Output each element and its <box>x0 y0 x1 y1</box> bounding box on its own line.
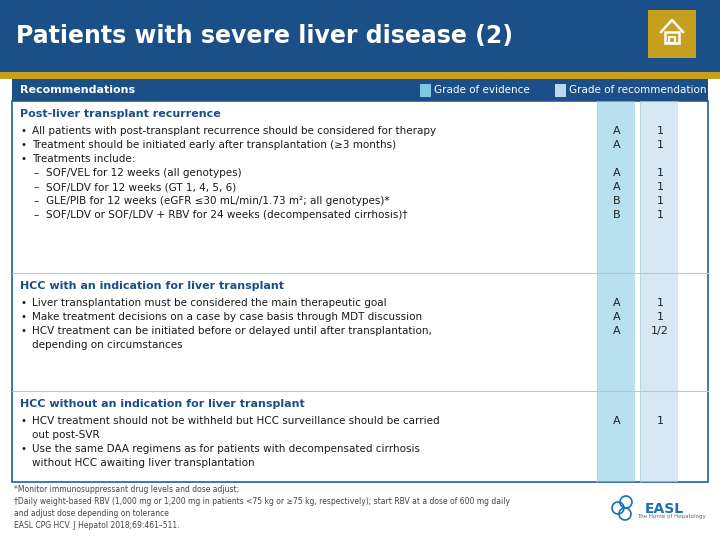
Text: •: • <box>20 416 26 426</box>
FancyBboxPatch shape <box>597 273 635 391</box>
Text: •: • <box>20 444 26 454</box>
FancyBboxPatch shape <box>0 72 720 79</box>
Text: and adjust dose depending on tolerance: and adjust dose depending on tolerance <box>14 509 169 518</box>
Text: 1: 1 <box>657 140 664 150</box>
Text: Treatment should be initiated early after transplantation (≥3 months): Treatment should be initiated early afte… <box>32 140 396 150</box>
Text: •: • <box>20 312 26 322</box>
Text: A: A <box>613 168 621 178</box>
FancyBboxPatch shape <box>640 273 678 391</box>
Text: Grade of evidence: Grade of evidence <box>434 85 530 95</box>
FancyBboxPatch shape <box>640 101 678 273</box>
Text: HCC with an indication for liver transplant: HCC with an indication for liver transpl… <box>20 281 284 291</box>
Text: SOF/LDV for 12 weeks (GT 1, 4, 5, 6): SOF/LDV for 12 weeks (GT 1, 4, 5, 6) <box>46 182 236 192</box>
Text: Post-liver transplant recurrence: Post-liver transplant recurrence <box>20 109 221 119</box>
Text: GLE/PIB for 12 weeks (eGFR ≤30 mL/min/1.73 m²; all genotypes)*: GLE/PIB for 12 weeks (eGFR ≤30 mL/min/1.… <box>46 196 390 206</box>
Text: †Daily weight-based RBV (1,000 mg or 1,200 mg in patients <75 kg or ≥75 kg, resp: †Daily weight-based RBV (1,000 mg or 1,2… <box>14 497 510 506</box>
Text: B: B <box>613 196 621 206</box>
Text: Use the same DAA regimens as for patients with decompensated cirrhosis: Use the same DAA regimens as for patient… <box>32 444 420 454</box>
Text: A: A <box>613 326 621 336</box>
Text: 1: 1 <box>657 298 664 308</box>
Text: B: B <box>613 210 621 220</box>
Text: A: A <box>613 182 621 192</box>
Text: All patients with post-transplant recurrence should be considered for therapy: All patients with post-transplant recurr… <box>32 126 436 136</box>
Text: Recommendations: Recommendations <box>20 85 135 95</box>
FancyBboxPatch shape <box>420 84 431 97</box>
Text: SOF/LDV or SOF/LDV + RBV for 24 weeks (decompensated cirrhosis)†: SOF/LDV or SOF/LDV + RBV for 24 weeks (d… <box>46 210 408 220</box>
Text: 1: 1 <box>657 196 664 206</box>
Text: –: – <box>34 182 40 192</box>
Text: Liver transplantation must be considered the main therapeutic goal: Liver transplantation must be considered… <box>32 298 387 308</box>
FancyBboxPatch shape <box>597 391 635 482</box>
Polygon shape <box>648 10 696 58</box>
FancyBboxPatch shape <box>555 84 566 97</box>
Text: –: – <box>34 168 40 178</box>
Text: *Monitor immunosuppressant drug levels and dose adjust;: *Monitor immunosuppressant drug levels a… <box>14 485 239 494</box>
Text: SOF/VEL for 12 weeks (all genotypes): SOF/VEL for 12 weeks (all genotypes) <box>46 168 242 178</box>
FancyBboxPatch shape <box>12 101 708 482</box>
Text: The Home of Hepatology: The Home of Hepatology <box>637 514 706 519</box>
Text: Make treatment decisions on a case by case basis through MDT discussion: Make treatment decisions on a case by ca… <box>32 312 422 322</box>
FancyBboxPatch shape <box>597 101 635 273</box>
Text: 1: 1 <box>657 210 664 220</box>
Text: 1: 1 <box>657 416 664 426</box>
Text: •: • <box>20 126 26 136</box>
Text: A: A <box>613 298 621 308</box>
Text: 1/2: 1/2 <box>651 326 669 336</box>
Text: without HCC awaiting liver transplantation: without HCC awaiting liver transplantati… <box>32 458 255 468</box>
Text: EASL: EASL <box>645 502 684 516</box>
Text: 1: 1 <box>657 168 664 178</box>
Text: •: • <box>20 154 26 164</box>
Text: •: • <box>20 140 26 150</box>
Text: –: – <box>34 210 40 220</box>
FancyBboxPatch shape <box>0 0 720 72</box>
Text: EASL CPG HCV. J Hepatol 2018;69:461–511.: EASL CPG HCV. J Hepatol 2018;69:461–511. <box>14 521 179 530</box>
Text: A: A <box>613 126 621 136</box>
Text: Patients with severe liver disease (2): Patients with severe liver disease (2) <box>16 24 513 48</box>
FancyBboxPatch shape <box>12 79 708 101</box>
Text: out post-SVR: out post-SVR <box>32 430 99 440</box>
Text: A: A <box>613 140 621 150</box>
Text: A: A <box>613 416 621 426</box>
Text: depending on circumstances: depending on circumstances <box>32 340 183 350</box>
Text: HCC without an indication for liver transplant: HCC without an indication for liver tran… <box>20 399 305 409</box>
Text: 1: 1 <box>657 312 664 322</box>
Text: Grade of recommendation: Grade of recommendation <box>569 85 706 95</box>
Text: HCV treatment should not be withheld but HCC surveillance should be carried: HCV treatment should not be withheld but… <box>32 416 440 426</box>
Text: 1: 1 <box>657 126 664 136</box>
Text: A: A <box>613 312 621 322</box>
Text: •: • <box>20 326 26 336</box>
Text: HCV treatment can be initiated before or delayed until after transplantation,: HCV treatment can be initiated before or… <box>32 326 432 336</box>
Text: –: – <box>34 196 40 206</box>
Text: Treatments include:: Treatments include: <box>32 154 135 164</box>
Text: 1: 1 <box>657 182 664 192</box>
Text: •: • <box>20 298 26 308</box>
FancyBboxPatch shape <box>640 391 678 482</box>
